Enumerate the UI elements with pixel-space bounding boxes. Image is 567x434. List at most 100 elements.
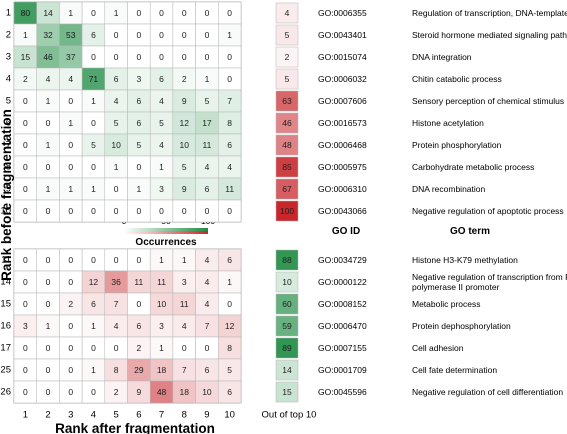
go-term-column-header: GO term [450,226,490,237]
cell-value-label: 0 [23,206,28,216]
cell-value-label: 12 [89,277,99,287]
cell-value-label: 0 [91,118,96,128]
row-rank-label: 2 [6,30,11,41]
go-term-label: Negative regulation of cell differentiat… [412,387,563,397]
cell-value-label: 6 [91,299,96,309]
cell-value-label: 71 [89,74,99,84]
cell-value-label: 0 [68,365,73,375]
cell-value-label: 11 [180,299,189,309]
out-of-top10-cell [275,112,299,134]
cell-value-label: 2 [68,299,73,309]
cell-value-label: 0 [205,8,210,18]
cell-value-label: 11 [157,277,166,287]
cell-value-label: 4 [159,96,164,106]
cell-value-label: 80 [21,8,31,18]
cell-value-label: 5 [205,96,210,106]
row-rank-label: 26 [0,387,11,398]
out-of-top10-value: 100 [280,206,294,216]
cell-value-label: 0 [182,206,187,216]
cell-value-label: 1 [91,321,96,331]
cell-value-label: 0 [23,277,28,287]
cell-value-label: 5 [91,140,96,150]
cell-value-label: 4 [205,162,210,172]
go-id-label: GO:0015074 [318,52,367,62]
go-id-label: GO:0001709 [318,365,367,375]
go-id-label: GO:0016573 [318,118,367,128]
cell-value-label: 4 [159,140,164,150]
out-of-top10-cell [275,24,299,46]
row-rank-label: 10 [0,206,11,217]
out-of-top10-value: 67 [282,184,292,194]
x-tick-label: 4 [91,410,96,421]
cell-value-label: 0 [136,299,141,309]
cell-value-label: 12 [225,321,235,331]
cell-value-label: 0 [91,343,96,353]
cell-value-label: 0 [68,387,73,397]
cell-value-label: 2 [182,74,187,84]
cell-value-label: 1 [91,365,96,375]
cell-value-label: 0 [205,343,210,353]
out-of-top10-value: 89 [282,343,292,353]
cell-value-label: 6 [205,365,210,375]
cell-value-label: 0 [91,255,96,265]
go-term-label: DNA integration [412,52,472,62]
cell-value-label: 10 [157,299,167,309]
cell-value-label: 4 [205,299,210,309]
cell-value-label: 6 [136,96,141,106]
cell-value-label: 0 [46,255,51,265]
go-id-label: GO:0045596 [318,387,367,397]
cell-value-label: 6 [227,387,232,397]
go-term-label: Histone acetylation [412,118,484,128]
cell-value-label: 4 [68,74,73,84]
cell-value-label: 0 [227,52,232,62]
go-id-label: GO:0007155 [318,343,367,353]
cell-value-label: 5 [182,162,187,172]
cell-value-label: 3 [182,277,187,287]
cell-value-label: 0 [182,343,187,353]
out-of-top10-cell [275,271,299,293]
out-of-top10-cell [275,134,299,156]
out-of-top10-cell [275,337,299,359]
cell-value-label: 1 [68,184,73,194]
cell-value-label: 7 [205,321,210,331]
cell-value-label: 0 [227,206,232,216]
top-panel: 1 80 14 1 0 1 0 0 0 0 0 4 GO:0006355 Regulation of tr… [0,1,567,223]
x-tick-label: 3 [68,410,73,421]
cell-value-label: 0 [159,30,164,40]
heatmap-cell [218,380,242,404]
x-axis-ticks: 1 2 3 4 5 6 7 8 9 10 [23,410,235,421]
out-of-top10-cell [275,200,299,222]
cell-value-label: 4 [114,321,119,331]
cell-value-label: 11 [203,140,212,150]
go-term-label: Protein dephosphorylation [412,321,511,331]
out-of-top10-cell [275,2,299,24]
cell-value-label: 0 [182,8,187,18]
cell-value-label: 8 [227,343,232,353]
cell-value-label: 0 [68,162,73,172]
cell-value-label: 0 [205,52,210,62]
cell-value-label: 0 [23,255,28,265]
out-of-top10-value: 15 [282,387,292,397]
legend-bar-red [124,231,208,234]
go-id-label: GO:0000122 [318,277,367,287]
cell-value-label: 11 [134,277,143,287]
cell-value-label: 0 [23,140,28,150]
cell-value-label: 1 [114,162,119,172]
cell-value-label: 18 [157,365,167,375]
cell-value-label: 12 [180,118,190,128]
out-of-top10-cell [275,46,299,68]
go-id-label: GO:0007606 [318,96,367,106]
cell-value-label: 0 [46,162,51,172]
row-rank-label: 16 [0,321,11,332]
cell-value-label: 48 [157,387,167,397]
go-term-label: Negative regulation of transcription fro… [412,272,567,282]
cell-value-label: 6 [205,184,210,194]
cell-value-label: 1 [46,321,51,331]
cell-value-label: 0 [91,52,96,62]
x-tick-label: 2 [45,410,50,421]
cell-value-label: 0 [227,299,232,309]
go-id-label: GO:0006310 [318,184,367,194]
cell-value-label: 1 [114,8,119,18]
cell-value-label: 0 [136,52,141,62]
cell-value-label: 0 [23,162,28,172]
